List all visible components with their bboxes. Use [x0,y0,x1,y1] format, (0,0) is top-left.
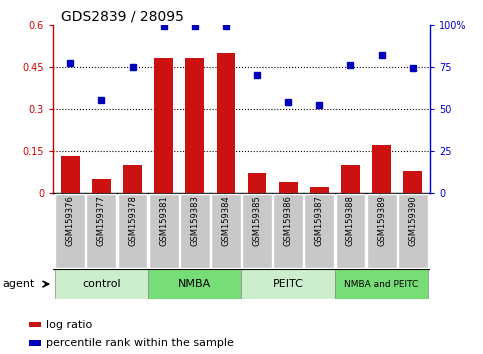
Bar [148,269,242,299]
Text: NMBA and PEITC: NMBA and PEITC [344,280,419,289]
Text: GSM159388: GSM159388 [346,195,355,246]
Bar [273,194,303,268]
Bar [398,194,427,268]
Text: agent: agent [2,279,35,289]
Text: GSM159377: GSM159377 [97,195,106,246]
Bar [335,269,428,299]
Bar [117,194,147,268]
Text: PEITC: PEITC [273,279,304,289]
Bar [149,194,179,268]
Bar [56,194,85,268]
Bar [304,194,334,268]
Text: GSM159381: GSM159381 [159,195,168,246]
Text: GSM159389: GSM159389 [377,195,386,246]
Text: GSM159386: GSM159386 [284,195,293,246]
Text: GSM159383: GSM159383 [190,195,199,246]
Bar [123,165,142,193]
Text: GDS2839 / 28095: GDS2839 / 28095 [61,10,184,24]
Bar [336,194,366,268]
Text: GSM159376: GSM159376 [66,195,75,246]
Text: control: control [82,279,121,289]
Bar [61,156,80,193]
Text: GSM159378: GSM159378 [128,195,137,246]
Bar [216,53,235,193]
Text: GSM159390: GSM159390 [408,195,417,246]
Bar [211,194,241,268]
Bar [185,58,204,193]
Bar [341,165,360,193]
Bar [29,340,41,346]
Bar [29,322,41,327]
Bar [242,194,272,268]
Text: GSM159384: GSM159384 [221,195,230,246]
Bar [403,171,422,193]
Bar [92,179,111,193]
Text: percentile rank within the sample: percentile rank within the sample [46,338,234,348]
Text: GSM159387: GSM159387 [315,195,324,246]
Bar [372,145,391,193]
Text: log ratio: log ratio [46,320,93,330]
Bar [242,269,335,299]
Bar [248,173,267,193]
Bar [86,194,116,268]
Bar [367,194,397,268]
Bar [55,269,148,299]
Bar [155,58,173,193]
Text: NMBA: NMBA [178,279,212,289]
Bar [279,182,298,193]
Text: GSM159385: GSM159385 [253,195,262,246]
Bar [310,187,328,193]
Bar [180,194,210,268]
